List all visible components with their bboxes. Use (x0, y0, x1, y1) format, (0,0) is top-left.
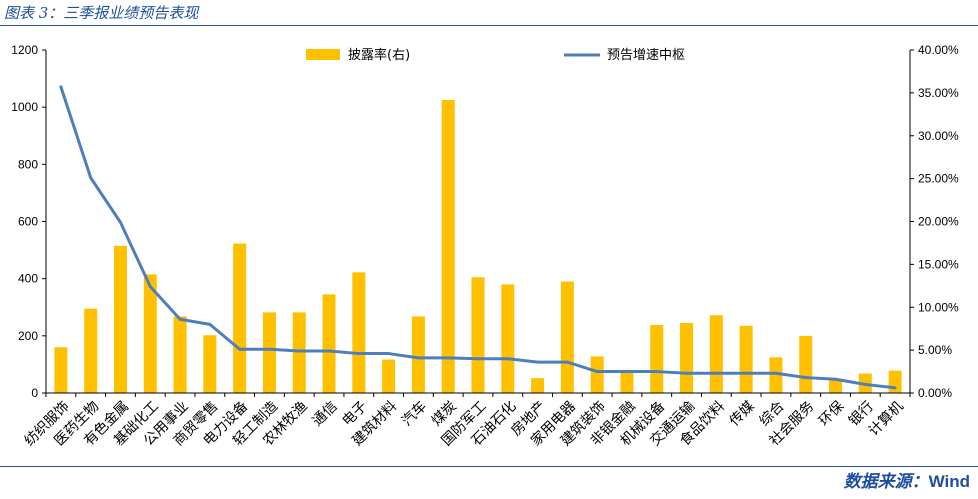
bar-19 (590, 356, 604, 393)
line-point-2 (89, 176, 93, 180)
y-left-tick-label: 200 (18, 329, 38, 343)
bar-7 (233, 243, 247, 393)
bar-12 (382, 359, 396, 393)
y-right-tick-label: 35.00% (918, 86, 959, 100)
bar-4 (143, 274, 157, 393)
category-label: 计算机 (866, 398, 907, 439)
line-point-9 (297, 349, 301, 353)
line-point-23 (714, 371, 718, 375)
bar-29 (888, 370, 902, 393)
line-point-26 (804, 376, 808, 380)
bar-13 (411, 316, 425, 393)
y-right-tick-label: 0.00% (918, 386, 952, 400)
y-right-tick-label: 40.00% (918, 43, 959, 57)
data-source-name: Wind (928, 472, 970, 491)
line-point-27 (834, 377, 838, 381)
bar-20 (620, 371, 634, 393)
line-point-6 (208, 322, 212, 326)
category-labels: 纺织服饰医药生物有色金属基础化工公用事业商贸零售电力设备轻工制造农林牧渔通信电子… (22, 398, 907, 450)
bar-21 (650, 324, 664, 393)
bar-5 (173, 316, 187, 393)
title-divider (0, 25, 978, 26)
category-label: 传媒 (727, 398, 758, 429)
line-point-16 (506, 357, 510, 361)
line-point-4 (148, 285, 152, 289)
line-point-28 (863, 382, 867, 386)
legend: 披露率(右) 预告增速中枢 (306, 47, 685, 63)
y-left-tick-label: 800 (18, 157, 38, 171)
legend-swatch-bar (306, 49, 340, 60)
bar-18 (560, 281, 574, 393)
bar-15 (471, 277, 485, 393)
line-point-10 (327, 349, 331, 353)
line-point-12 (387, 352, 391, 356)
line-point-8 (267, 347, 271, 351)
y-right-tick-label: 30.00% (918, 129, 959, 143)
bar-26 (799, 335, 813, 393)
footer-divider (0, 466, 978, 467)
line-point-24 (744, 371, 748, 375)
ticks-layer: 0 200 400 600 800 1000 1200 0.00% 5.00% 10.00% 15.… (11, 43, 959, 400)
bar-25 (769, 357, 783, 393)
line-point-19 (595, 370, 599, 374)
bar-2 (84, 308, 98, 393)
bar-1 (54, 347, 68, 393)
line-point-22 (685, 371, 689, 375)
bar-24 (739, 325, 753, 393)
line-point-18 (565, 360, 569, 364)
line-point-17 (536, 360, 540, 364)
line-point-14 (446, 356, 450, 360)
bar-27 (829, 379, 843, 393)
line-point-3 (118, 220, 122, 224)
line-point-15 (476, 357, 480, 361)
data-source-label: 数据来源： (843, 472, 929, 492)
line-point-20 (625, 370, 629, 374)
bar-23 (709, 315, 723, 393)
bar-6 (203, 335, 217, 393)
y-right-tick-label: 5.00% (918, 343, 952, 357)
bar-8 (262, 312, 276, 393)
bar-22 (680, 322, 694, 393)
category-label: 通信 (310, 398, 341, 429)
legend-item-line: 预告增速中枢 (564, 48, 685, 63)
line-point-5 (178, 317, 182, 321)
y-right-tick-label: 25.00% (918, 172, 959, 186)
bar-16 (501, 284, 515, 393)
line-point-29 (893, 386, 897, 390)
bar-14 (441, 100, 455, 394)
category-label: 汽车 (398, 398, 430, 430)
y-right-tick-label: 20.00% (918, 215, 959, 229)
line-point-11 (357, 352, 361, 356)
line-point-21 (655, 370, 659, 374)
legend-label-line: 预告增速中枢 (607, 48, 685, 63)
bar-10 (322, 294, 336, 393)
bar-3 (113, 245, 127, 393)
line-point-25 (774, 371, 778, 375)
y-right-tick-label: 15.00% (918, 257, 959, 271)
data-source: 数据来源：Wind (844, 471, 970, 493)
line-point-13 (416, 356, 420, 360)
category-label: 环保 (816, 398, 847, 429)
y-left-tick-label: 600 (18, 215, 38, 229)
line-layer (59, 85, 897, 390)
y-left-tick-label: 0 (31, 386, 38, 400)
legend-label-bar: 披露率(右) (348, 47, 410, 63)
bar-17 (531, 378, 545, 393)
y-left-tick-label: 1000 (11, 100, 38, 114)
line-point-1 (59, 85, 63, 89)
line-point-7 (238, 347, 242, 351)
y-right-tick-label: 10.00% (918, 300, 959, 314)
bars-layer (54, 100, 902, 394)
y-left-tick-label: 400 (18, 272, 38, 286)
page-title: 图表 3：三季报业绩预告表现 (4, 4, 199, 22)
legend-item-bar: 披露率(右) (306, 47, 410, 63)
bar-11 (352, 272, 366, 393)
y-left-tick-label: 1200 (11, 43, 38, 57)
bar-9 (292, 312, 306, 393)
